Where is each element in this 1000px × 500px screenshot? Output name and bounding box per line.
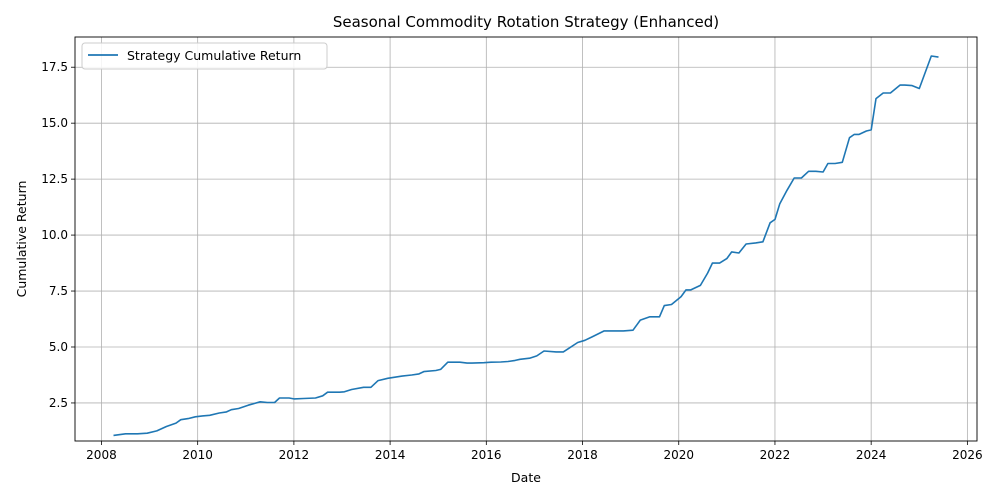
x-tick-label: 2016 <box>471 448 502 462</box>
x-tick-label: 2024 <box>856 448 887 462</box>
grid-lines <box>75 37 977 441</box>
x-tick-label: 2020 <box>663 448 694 462</box>
y-tick-label: 2.5 <box>49 396 68 410</box>
x-axis-title: Date <box>511 470 541 485</box>
x-tick-label: 2010 <box>182 448 213 462</box>
y-tick-label: 12.5 <box>41 172 68 186</box>
y-tick-label: 5.0 <box>49 340 68 354</box>
axis-ticks: 2008 2010 2012 2014 2016 2018 2020 2022 2024 2026… <box>41 60 982 462</box>
y-axis-title: Cumulative Return <box>14 181 29 298</box>
x-tick-label: 2026 <box>952 448 983 462</box>
legend-label: Strategy Cumulative Return <box>127 48 301 63</box>
legend: Strategy Cumulative Return <box>81 42 328 70</box>
y-tick-label: 17.5 <box>41 60 68 74</box>
y-tick-label: 10.0 <box>41 228 68 242</box>
x-tick-label: 2012 <box>279 448 310 462</box>
legend-box <box>81 42 328 70</box>
x-tick-label: 2018 <box>567 448 598 462</box>
y-tick-label: 7.5 <box>49 284 68 298</box>
series-line-strategy <box>113 55 939 437</box>
x-tick-label: 2022 <box>760 448 791 462</box>
x-tick-label: 2014 <box>375 448 406 462</box>
x-tick-label: 2008 <box>86 448 117 462</box>
plot-frame <box>74 36 978 442</box>
chart-title: Seasonal Commodity Rotation Strategy (En… <box>333 13 719 31</box>
y-tick-label: 15.0 <box>41 116 68 130</box>
